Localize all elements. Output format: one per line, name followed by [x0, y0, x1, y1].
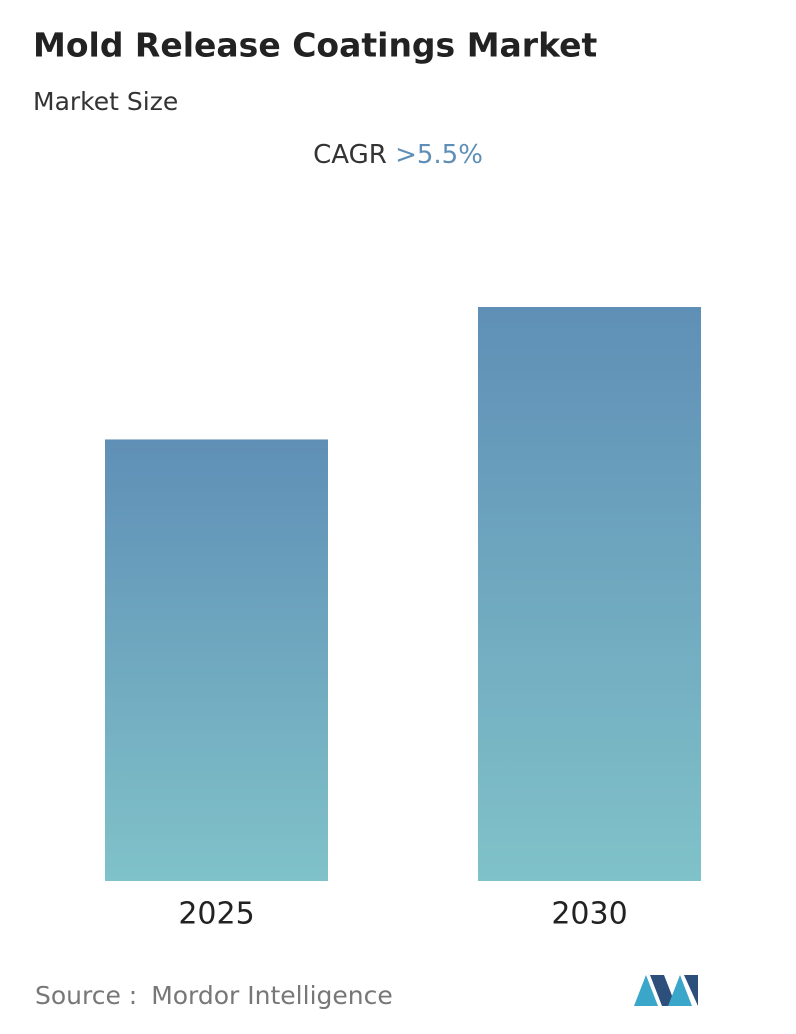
- bar: [478, 307, 701, 881]
- cagr-label: CAGR: [313, 140, 387, 170]
- x-tick-label: 2025: [178, 897, 254, 932]
- source-label: Source :: [35, 981, 137, 1010]
- x-tick-label: 2030: [551, 897, 627, 932]
- source: Source : Mordor Intelligence: [35, 981, 393, 1010]
- chart-subtitle: Market Size: [33, 87, 178, 116]
- bar: [105, 439, 328, 881]
- cagr: CAGR >5.5%: [313, 140, 483, 170]
- cagr-value: >5.5%: [395, 140, 483, 170]
- logo: [634, 975, 698, 1006]
- source-name: Mordor Intelligence: [151, 981, 393, 1010]
- chart-title: Mold Release Coatings Market: [33, 26, 598, 65]
